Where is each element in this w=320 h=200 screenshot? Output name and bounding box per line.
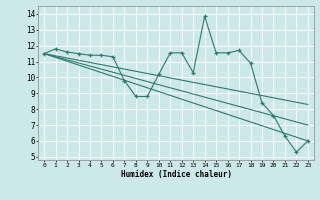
X-axis label: Humidex (Indice chaleur): Humidex (Indice chaleur) xyxy=(121,170,231,179)
